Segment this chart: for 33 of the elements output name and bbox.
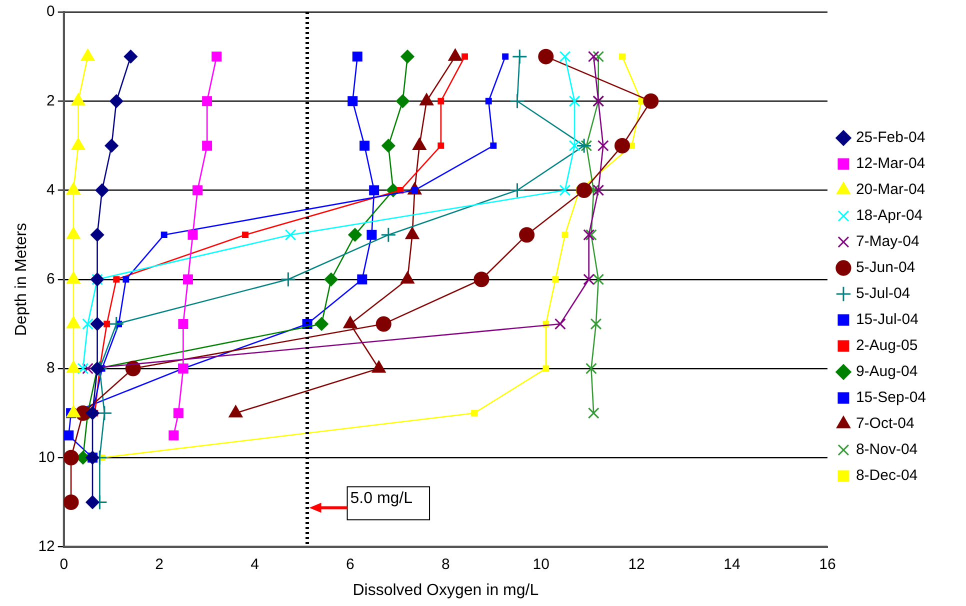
legend-label: 2-Aug-05 (856, 337, 918, 354)
x-tick-label: 16 (819, 556, 836, 573)
x-tick-label: 10 (532, 556, 550, 573)
x-tick-label: 14 (724, 556, 740, 573)
y-tick-label: 4 (46, 181, 55, 198)
legend-label: 25-Feb-04 (856, 129, 926, 146)
legend-label: 20-Mar-04 (856, 181, 926, 198)
x-axis-title: Dissolved Oxygen in mg/L (352, 582, 539, 599)
x-tick-label: 8 (441, 556, 450, 573)
x-tick-label: 2 (155, 556, 164, 573)
y-tick-label: 0 (46, 3, 55, 20)
y-tick-label: 12 (38, 538, 55, 555)
legend-label: 12-Mar-04 (856, 155, 926, 172)
legend-label: 18-Apr-04 (856, 207, 923, 224)
y-tick-label: 8 (46, 360, 55, 377)
ref-line-label: 5.0 mg/L (350, 490, 413, 508)
y-tick-label: 10 (38, 448, 55, 466)
legend-label: 5-Jun-04 (856, 259, 916, 276)
legend-label: 8-Dec-04 (856, 467, 918, 484)
y-axis-title: Depth in Meters (13, 222, 30, 336)
legend-label: 7-Oct-04 (856, 415, 914, 432)
legend-label: 8-Nov-04 (856, 441, 918, 458)
y-tick-label: 2 (46, 92, 55, 110)
x-tick-label: 0 (60, 556, 68, 573)
legend-label: 15-Sep-04 (856, 389, 926, 406)
legend-label: 5-Jul-04 (856, 285, 910, 302)
legend-label: 9-Aug-04 (856, 363, 918, 380)
legend-label: 15-Jul-04 (856, 311, 918, 328)
x-tick-label: 4 (250, 556, 259, 573)
x-tick-label: 6 (346, 556, 354, 573)
x-tick-label: 12 (628, 556, 645, 573)
y-tick-label: 6 (46, 270, 55, 288)
legend-label: 7-May-04 (856, 233, 920, 250)
